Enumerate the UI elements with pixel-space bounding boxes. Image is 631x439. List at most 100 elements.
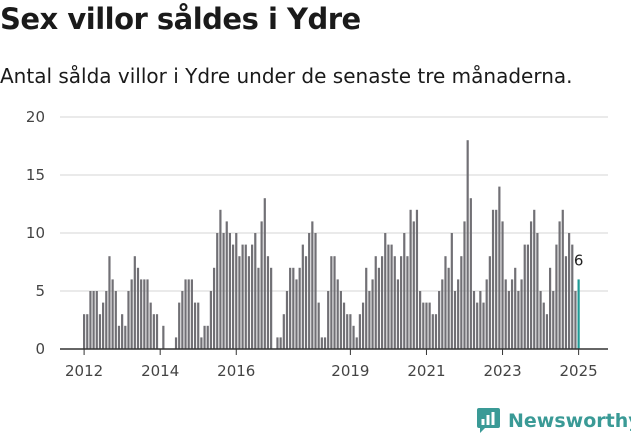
bar	[539, 291, 542, 349]
y-tick-label: 0	[35, 340, 45, 358]
bar	[89, 291, 92, 349]
bar	[428, 302, 431, 349]
bar	[358, 314, 361, 349]
bar	[108, 256, 111, 349]
bar	[552, 291, 555, 349]
bar	[352, 325, 355, 349]
x-tick-label: 2023	[483, 362, 521, 380]
bar	[463, 221, 466, 349]
bar	[200, 337, 203, 349]
bar	[162, 325, 165, 349]
bar	[330, 256, 333, 349]
bar	[146, 279, 149, 349]
highlight-bar	[577, 279, 580, 349]
bar	[396, 279, 400, 349]
bar	[342, 302, 346, 349]
y-tick-label: 10	[26, 224, 45, 242]
bar	[102, 302, 105, 349]
bar	[289, 267, 292, 349]
bar	[260, 221, 263, 349]
bar	[485, 279, 488, 349]
bar	[282, 314, 285, 349]
labels: 0 5 10 15 20 2012 2014 2016 2019 2021 2023 2025 6	[26, 108, 598, 380]
bar	[434, 314, 438, 349]
bar	[564, 256, 568, 349]
bar	[510, 279, 514, 349]
bar	[251, 244, 254, 349]
bar	[488, 256, 491, 349]
bar	[422, 302, 425, 349]
bar	[247, 256, 251, 349]
bar	[143, 279, 146, 349]
bar	[444, 256, 447, 349]
bar	[193, 302, 197, 349]
bar	[130, 279, 133, 349]
bar	[111, 279, 114, 349]
page-subtitle: Antal sålda villor i Ydre under de senas…	[0, 64, 573, 88]
bar	[320, 337, 323, 349]
bar	[548, 267, 552, 349]
bar	[121, 314, 124, 349]
bar	[95, 291, 98, 349]
bar	[441, 279, 444, 349]
bar	[323, 337, 327, 349]
bar	[365, 267, 368, 349]
bar	[83, 314, 86, 349]
bar	[336, 279, 339, 349]
bars	[83, 140, 580, 349]
bar	[136, 267, 140, 349]
brand-name: Newsworthy	[508, 409, 631, 432]
y-tick-label: 20	[26, 108, 45, 126]
bar	[197, 302, 200, 349]
highlight-value-label: 6	[574, 251, 584, 269]
bar	[387, 244, 390, 349]
bar	[225, 221, 228, 349]
bar	[203, 325, 206, 349]
bar	[209, 291, 212, 349]
bar	[222, 233, 225, 349]
bar	[314, 233, 317, 349]
bar	[368, 291, 371, 349]
bar	[555, 244, 558, 349]
bar	[152, 314, 155, 349]
bar	[254, 233, 257, 349]
bar	[311, 221, 314, 349]
bar	[235, 233, 238, 349]
newsworthy-icon	[477, 408, 500, 433]
bar	[346, 314, 349, 349]
bar	[450, 233, 453, 349]
y-tick-label: 15	[26, 166, 45, 184]
bar	[469, 198, 472, 349]
bar	[105, 291, 108, 349]
bar	[520, 279, 523, 349]
bar-chart: 0 5 10 15 20 2012 2014 2016 2019 2021 2023 2025 6	[26, 108, 608, 380]
bar	[457, 279, 460, 349]
bar	[187, 279, 190, 349]
bar	[231, 244, 235, 349]
page-title: Sex villor såldes i Ydre	[0, 2, 361, 36]
bar	[184, 279, 187, 349]
bar	[406, 256, 409, 349]
bar	[447, 267, 450, 349]
bar	[545, 314, 549, 349]
bar	[279, 337, 282, 349]
bar	[425, 302, 428, 349]
x-tick-label: 2019	[331, 362, 369, 380]
bar	[361, 302, 365, 349]
x-tick-label: 2014	[141, 362, 179, 380]
bar	[92, 291, 95, 349]
bar	[174, 337, 178, 349]
bar	[504, 279, 507, 349]
bar	[466, 140, 469, 349]
bar	[377, 267, 381, 349]
bar	[403, 233, 406, 349]
x-tick-label: 2021	[407, 362, 445, 380]
bar	[301, 244, 304, 349]
bar	[285, 291, 289, 349]
bar	[476, 302, 479, 349]
bar	[238, 256, 241, 349]
bar	[292, 267, 295, 349]
bar	[317, 302, 320, 349]
bar	[355, 337, 358, 349]
bar	[495, 209, 498, 349]
